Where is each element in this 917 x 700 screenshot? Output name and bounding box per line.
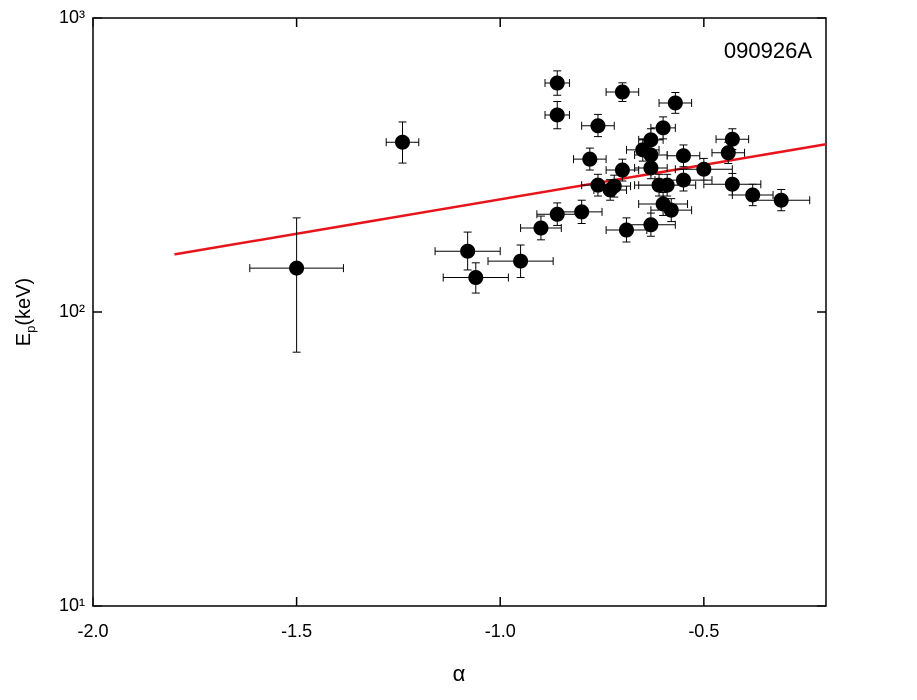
- point: [643, 132, 659, 148]
- point: [724, 176, 740, 192]
- y-tick-label: 10¹: [59, 595, 85, 615]
- point: [659, 177, 675, 193]
- point: [614, 84, 630, 100]
- point: [289, 260, 305, 276]
- point: [618, 222, 634, 238]
- y-tick-label: 10²: [59, 301, 85, 321]
- point: [675, 172, 691, 188]
- point: [720, 145, 736, 161]
- x-axis-label: α: [453, 661, 466, 686]
- y-label-main: E: [13, 333, 35, 346]
- point: [773, 192, 789, 208]
- point: [745, 187, 761, 203]
- point: [667, 95, 683, 111]
- x-tick-label: -0.5: [688, 621, 719, 641]
- point: [533, 220, 549, 236]
- point: [394, 134, 410, 150]
- y-axis-label: Ep(keV): [13, 278, 38, 346]
- point: [675, 148, 691, 164]
- point: [582, 151, 598, 167]
- y-label-sub: p: [23, 326, 38, 333]
- x-tick-label: -1.5: [281, 621, 312, 641]
- point: [590, 118, 606, 134]
- point: [643, 217, 659, 233]
- point: [643, 160, 659, 176]
- point: [663, 202, 679, 218]
- y-label-unit: (keV): [13, 278, 35, 326]
- point: [549, 107, 565, 123]
- point: [606, 178, 622, 194]
- point: [655, 120, 671, 136]
- annotation: 090926A: [724, 38, 812, 63]
- point: [696, 161, 712, 177]
- point: [614, 162, 630, 178]
- point: [513, 253, 529, 269]
- point: [468, 270, 484, 286]
- plot-frame: [92, 17, 827, 607]
- fit-line: [174, 143, 827, 256]
- point: [460, 243, 476, 259]
- x-tick-label: -1.0: [485, 621, 516, 641]
- y-tick-label: 10³: [59, 7, 85, 27]
- x-tick-label: -2.0: [77, 621, 108, 641]
- point: [549, 75, 565, 91]
- point: [549, 206, 565, 222]
- point: [574, 204, 590, 220]
- point: [643, 147, 659, 163]
- point: [724, 131, 740, 147]
